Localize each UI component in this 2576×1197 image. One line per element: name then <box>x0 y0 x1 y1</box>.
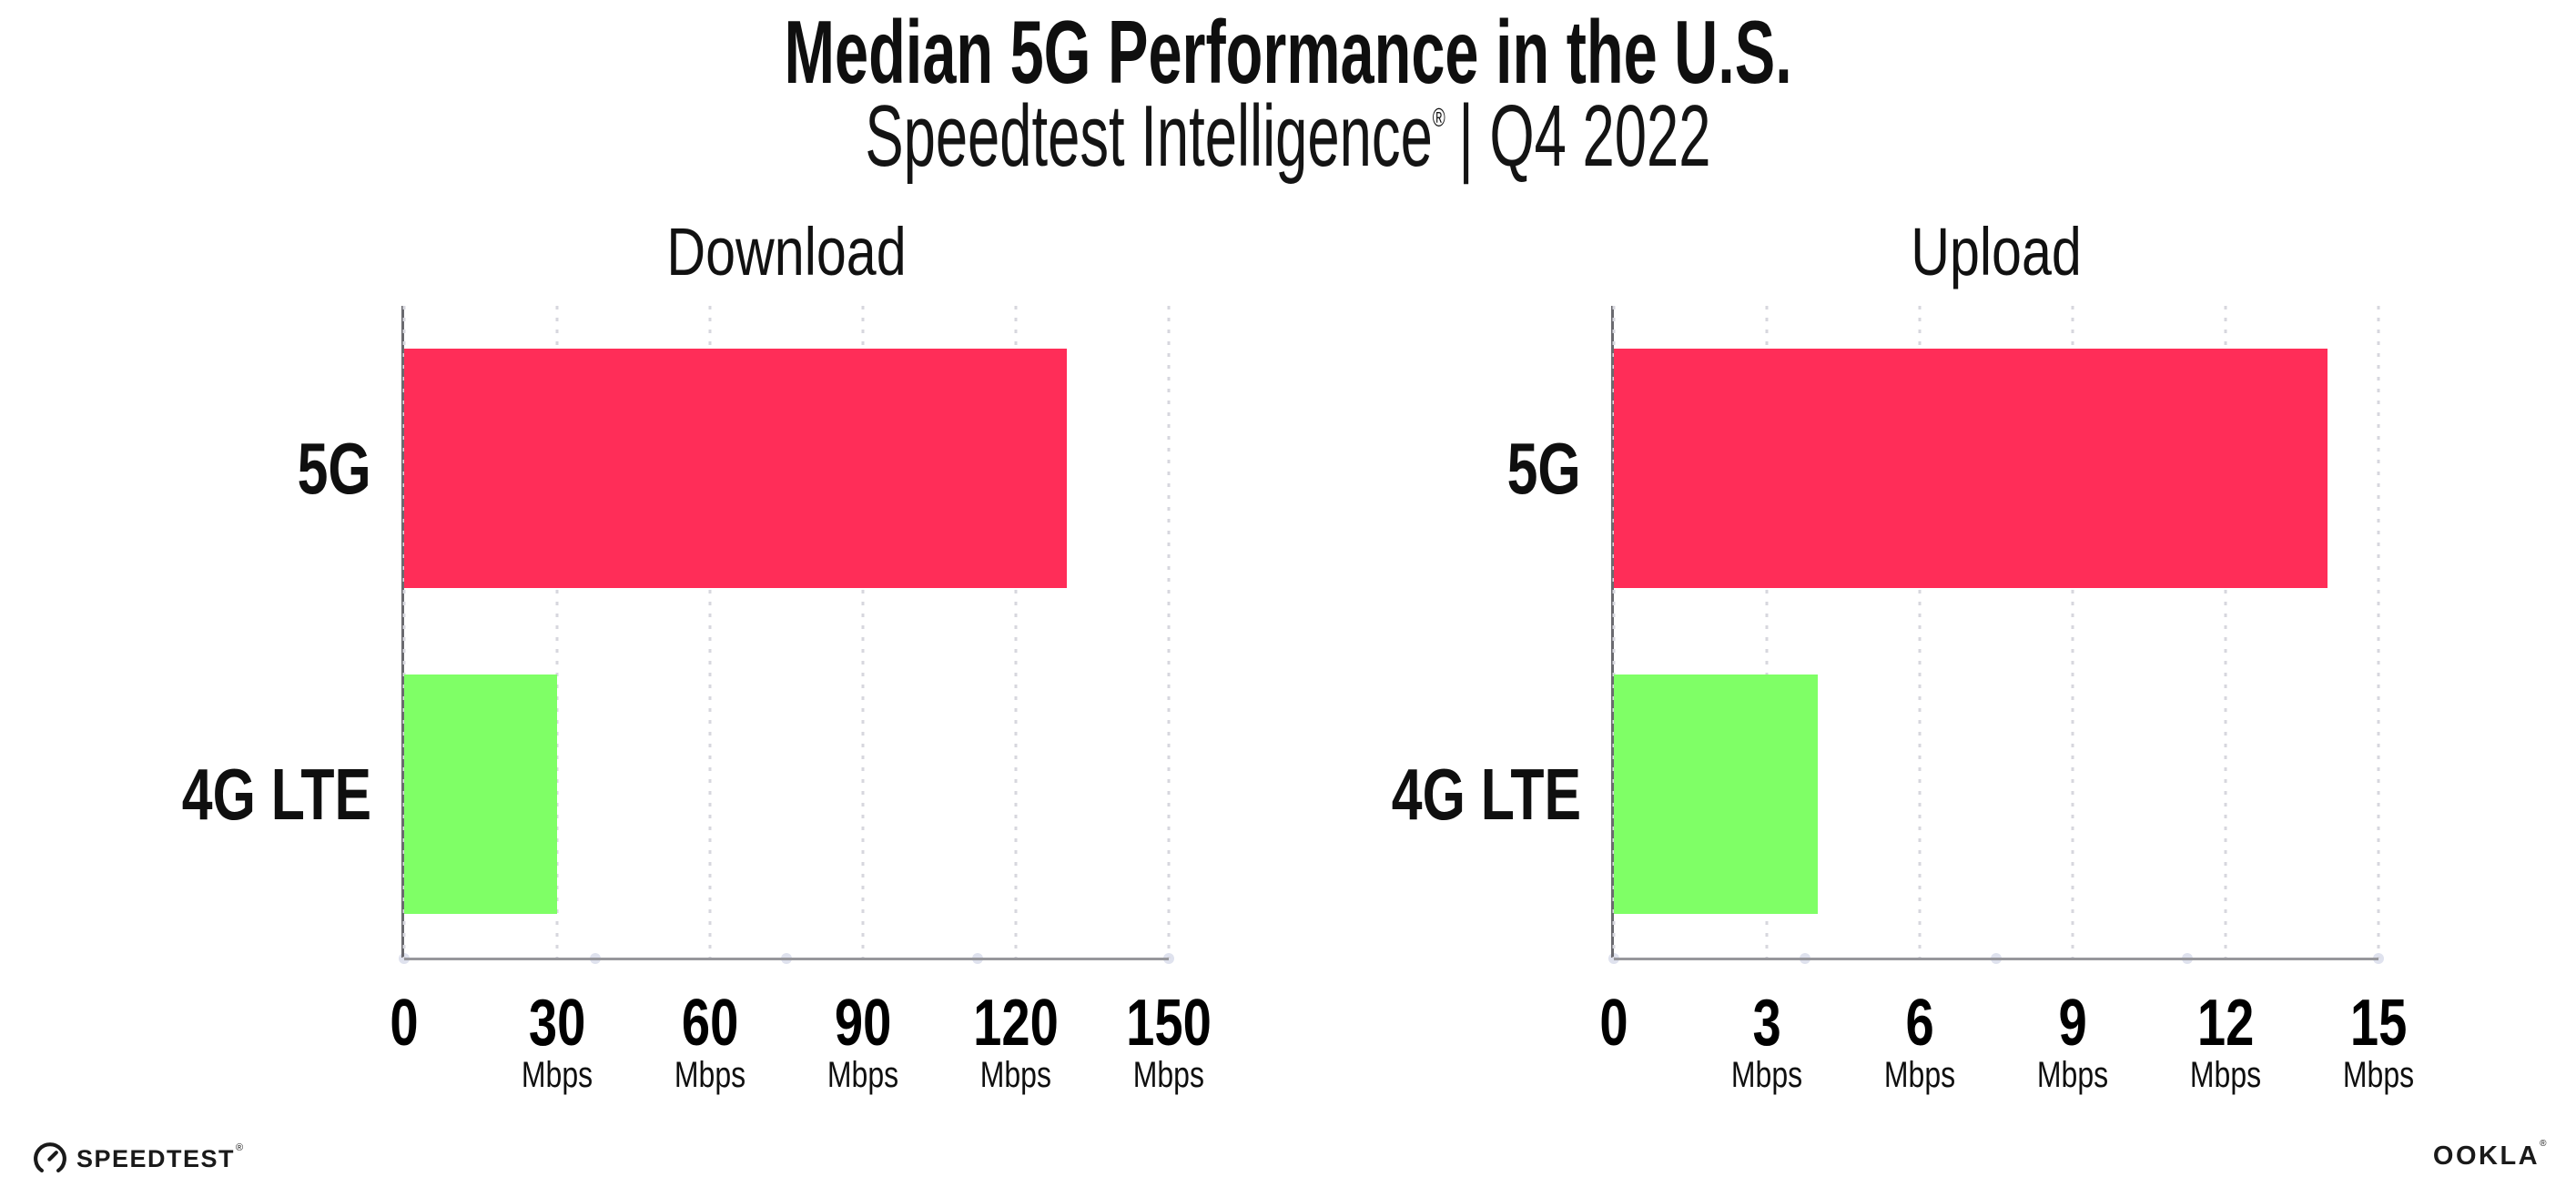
x-tick-unit: Mbps <box>674 1055 746 1095</box>
category-label-4g-lte: 4G LTE <box>122 675 371 914</box>
x-tick: 30 Mbps <box>512 990 602 1094</box>
x-tick: 0 <box>386 990 422 1056</box>
category-label-5g-text: 5G <box>297 427 371 509</box>
gridline <box>2224 306 2227 959</box>
x-tick-unit: Mbps <box>1730 1055 1803 1095</box>
x-tick: 9 Mbps <box>2028 990 2117 1094</box>
gridline <box>402 306 406 959</box>
x-tick-number: 0 <box>1599 987 1628 1060</box>
gridline <box>2377 306 2380 959</box>
speedtest-logo: SPEEDTEST® <box>32 1141 244 1177</box>
x-tick: 120 Mbps <box>961 990 1070 1094</box>
x-tick-number: 15 <box>2349 987 2408 1060</box>
x-tick: 60 Mbps <box>665 990 755 1094</box>
category-label-5g-text: 5G <box>1506 427 1581 509</box>
x-tick-number: 90 <box>834 987 892 1060</box>
speedtest-wordmark: SPEEDTEST® <box>76 1141 245 1172</box>
bar-5g <box>404 349 1067 588</box>
x-tick: 90 Mbps <box>818 990 908 1094</box>
bar-4g-lte <box>1614 675 1818 914</box>
chart-title-upload: Upload <box>1890 218 2104 286</box>
x-tick: 12 Mbps <box>2181 990 2270 1094</box>
gridline <box>1014 306 1018 959</box>
x-tick-number: 12 <box>2196 987 2255 1060</box>
x-tick: 15 Mbps <box>2334 990 2423 1094</box>
x-tick: 0 <box>1596 990 1632 1056</box>
ookla-logo: OOKLA® <box>2432 1139 2549 1171</box>
bar-5g <box>1614 349 2328 588</box>
gridline <box>555 306 559 959</box>
x-tick-unit: Mbps <box>2342 1055 2415 1095</box>
subtitle-brand: Speedtest Intelligence <box>865 87 1433 185</box>
x-tick-number: 3 <box>1752 987 1781 1060</box>
page-title: Median 5G Performance in the U.S. <box>0 5 2576 99</box>
x-tick-number: 60 <box>681 987 739 1060</box>
x-axis-line <box>1614 958 2378 960</box>
category-label-4g-lte-text: 4G LTE <box>1391 753 1581 835</box>
registered-mark-icon: ® <box>236 1141 245 1153</box>
bar-4g-lte <box>404 675 557 914</box>
x-tick: 150 Mbps <box>1114 990 1223 1094</box>
speedtest-gauge-icon <box>34 1142 66 1173</box>
chart-title-upload-text: Upload <box>1911 214 2082 289</box>
gridline <box>2071 306 2074 959</box>
gridline <box>1918 306 1922 959</box>
x-tick-unit: Mbps <box>827 1055 899 1095</box>
x-tick: 3 Mbps <box>1722 990 1811 1094</box>
x-tick: 6 Mbps <box>1875 990 1964 1094</box>
chart-title-download-text: Download <box>666 214 907 289</box>
x-tick-number: 9 <box>2058 987 2087 1060</box>
gridline <box>861 306 865 959</box>
x-tick-unit: Mbps <box>521 1055 593 1095</box>
chart-upload: Upload 5G 4G LTE 0 3 Mbps 6 <box>1392 218 2414 1095</box>
category-label-4g-lte: 4G LTE <box>1332 675 1581 914</box>
axis-quarter-dot <box>1163 953 1174 964</box>
category-label-5g: 5G <box>1484 349 1581 588</box>
subtitle-period: | Q4 2022 <box>1458 87 1711 185</box>
category-label-4g-lte-text: 4G LTE <box>181 753 371 835</box>
x-tick-number: 0 <box>390 987 419 1060</box>
ookla-wordmark: OOKLA® <box>2432 1139 2549 1171</box>
registered-mark-icon: ® <box>2540 1139 2549 1150</box>
category-label-5g: 5G <box>274 349 371 588</box>
x-tick-unit: Mbps <box>1132 1055 1205 1095</box>
x-tick-unit: Mbps <box>2189 1055 2262 1095</box>
x-tick-number: 120 <box>973 987 1059 1060</box>
x-tick-unit: Mbps <box>979 1055 1052 1095</box>
page-subtitle: Speedtest Intelligence® | Q4 2022 <box>0 90 2576 183</box>
chart-title-download: Download <box>636 218 936 286</box>
gridline <box>708 306 712 959</box>
gridline <box>1765 306 1769 959</box>
registered-mark-icon: ® <box>1432 103 1445 133</box>
chart-download: Download 5G 4G LTE 0 30 Mbps 60 <box>182 218 1212 1095</box>
x-axis-line <box>404 958 1169 960</box>
x-tick-number: 6 <box>1905 987 1934 1060</box>
x-tick-number: 150 <box>1126 987 1212 1060</box>
gridline <box>1167 306 1171 959</box>
axis-quarter-dot <box>2373 953 2384 964</box>
x-tick-number: 30 <box>528 987 586 1060</box>
page-subtitle-text: Speedtest Intelligence® | Q4 2022 <box>865 90 1710 183</box>
gridline <box>1612 306 1616 959</box>
page-title-text: Median 5G Performance in the U.S. <box>784 2 1792 102</box>
x-tick-unit: Mbps <box>2036 1055 2109 1095</box>
x-tick-unit: Mbps <box>1883 1055 1956 1095</box>
